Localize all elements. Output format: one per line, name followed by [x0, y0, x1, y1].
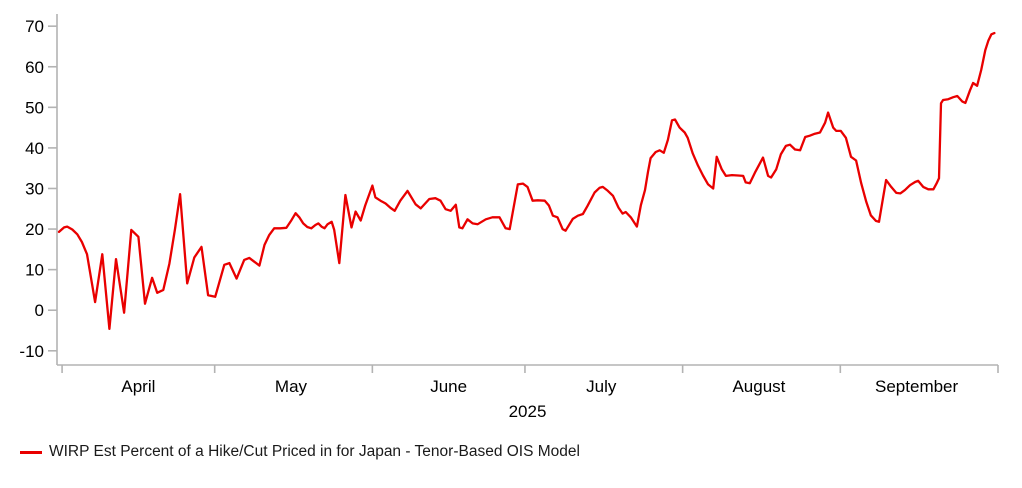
- y-tick-label: 40: [25, 139, 44, 158]
- x-axis-title: 2025: [509, 402, 547, 421]
- x-tick-label: September: [875, 377, 958, 396]
- y-tick-label: 30: [25, 179, 44, 198]
- y-tick-label: 70: [25, 17, 44, 36]
- y-tick-label: -10: [19, 342, 44, 361]
- x-tick-label: August: [732, 377, 785, 396]
- legend-series-label: WIRP Est Percent of a Hike/Cut Priced in…: [49, 443, 580, 460]
- y-tick-label: 50: [25, 98, 44, 117]
- x-tick-label: July: [586, 377, 617, 396]
- x-tick-label: May: [275, 377, 308, 396]
- y-tick-label: 20: [25, 220, 44, 239]
- x-tick-label: June: [430, 377, 467, 396]
- y-tick-label: 0: [35, 301, 44, 320]
- legend-line-swatch: [20, 450, 42, 454]
- x-tick-label: April: [121, 377, 155, 396]
- y-tick-label: 10: [25, 261, 44, 280]
- y-tick-label: 60: [25, 58, 44, 77]
- series-line: [57, 31, 996, 331]
- chart-legend: WIRP Est Percent of a Hike/Cut Priced in…: [20, 443, 580, 461]
